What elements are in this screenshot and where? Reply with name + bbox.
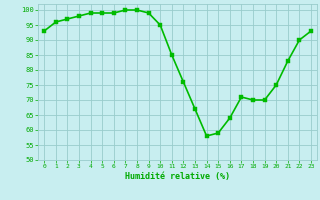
X-axis label: Humidité relative (%): Humidité relative (%) [125, 172, 230, 181]
